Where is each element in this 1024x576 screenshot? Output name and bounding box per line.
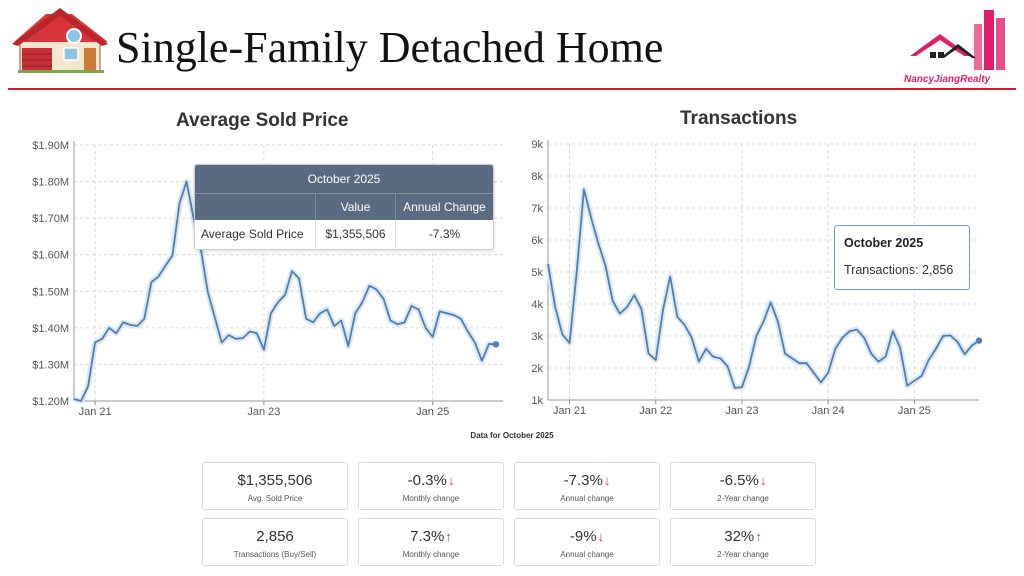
stat-card-price-monthly: -0.3%↓ Monthly change [358, 462, 504, 510]
stat-card-price-annual: -7.3%↓ Annual change [514, 462, 660, 510]
transactions-chart-title: Transactions [680, 108, 798, 129]
arrow-up-icon: ↑ [445, 529, 452, 544]
stat-value: 7.3%↑ [410, 528, 452, 545]
house-logo-icon [12, 8, 108, 73]
stat-card-transactions: 2,856 Transactions (Buy/Sell) [202, 518, 348, 566]
header-divider [8, 88, 1016, 90]
price-tooltip-header: October 2025 [195, 165, 493, 193]
arrow-down-icon: ↓ [447, 473, 455, 488]
trans-y-tick-label: 3k [531, 331, 543, 343]
price-y-tick-label: $1.40M [32, 323, 69, 335]
price-y-tick-label: $1.80M [32, 177, 69, 189]
page-header: Single-Family Detached Home NancyJiangRe… [0, 0, 1024, 92]
stat-card-avg-price: $1,355,506 Avg. Sold Price [202, 462, 348, 510]
stat-value: -7.3%↓ [563, 472, 611, 489]
trans-y-tick-label: 8k [531, 171, 543, 183]
data-period-label: Data for October 2025 [470, 431, 554, 440]
arrow-down-icon: ↓ [597, 529, 605, 544]
price-tooltip-col-change: Annual Change [403, 200, 486, 214]
stat-value: 32%↑ [724, 528, 762, 545]
trans-y-tick-label: 1k [531, 395, 543, 407]
arrow-up-icon: ↑ [755, 529, 762, 544]
stat-label: Avg. Sold Price [247, 494, 303, 503]
stat-card-trans-annual: -9%↓ Annual change [514, 518, 660, 566]
trans-x-tick-label: Jan 21 [553, 405, 586, 417]
stat-label: Transactions (Buy/Sell) [233, 550, 317, 559]
stat-value: -0.3%↓ [407, 472, 455, 489]
price-x-tick-label: Jan 23 [247, 406, 280, 418]
page-title: Single-Family Detached Home [116, 23, 664, 72]
brand-name: NancyJiangRealty [904, 74, 991, 85]
stat-label: 2-Year change [717, 494, 769, 503]
trans-x-tick-label: Jan 23 [725, 405, 758, 417]
stat-label: 2-Year change [717, 550, 769, 559]
price-y-tick-label: $1.70M [32, 213, 69, 225]
stat-label: Annual change [560, 494, 614, 503]
price-tooltip-row-change: -7.3% [428, 227, 461, 241]
price-x-tick-label: Jan 21 [79, 406, 112, 418]
trans-x-tick-label: Jan 24 [812, 405, 845, 417]
stat-value: -6.5%↓ [719, 472, 767, 489]
trans-y-tick-label: 6k [531, 235, 543, 247]
price-tooltip-col-blank [195, 194, 316, 220]
price-last-point [492, 341, 500, 348]
price-y-tick-label: $1.60M [32, 250, 69, 262]
price-tooltip: October 2025 Value Annual Change Average… [194, 164, 494, 250]
trans-y-tick-label: 5k [531, 267, 543, 279]
trans-y-tick-label: 4k [531, 299, 543, 311]
trans-x-tick-label: Jan 25 [898, 405, 931, 417]
price-y-tick-label: $1.20M [32, 396, 69, 408]
trans-x-tick-label: Jan 22 [639, 405, 672, 417]
stat-label: Annual change [560, 550, 614, 559]
stat-card-price-2year: -6.5%↓ 2-Year change [670, 462, 816, 510]
transactions-tooltip-title: October 2025 [844, 236, 924, 250]
price-y-tick-label: $1.90M [32, 140, 69, 152]
price-tooltip-columns: Value Annual Change [195, 193, 493, 220]
stat-value: -9%↓ [569, 528, 605, 545]
price-tooltip-row-value: $1,355,506 [316, 220, 396, 248]
stat-label: Monthly change [402, 494, 460, 503]
price-y-tick-label: $1.50M [32, 286, 69, 298]
stat-value: 2,856 [256, 528, 294, 545]
stat-label: Monthly change [402, 550, 460, 559]
price-chart-title: Average Sold Price [176, 110, 349, 131]
transactions-tooltip-value: Transactions: 2,856 [844, 263, 954, 277]
stat-value: $1,355,506 [237, 472, 313, 489]
price-y-tick-label: $1.30M [32, 359, 69, 371]
transactions-tooltip: October 2025 Transactions: 2,856 [834, 225, 970, 290]
price-tooltip-row: Average Sold Price $1,355,506 -7.3% [195, 220, 493, 248]
stat-card-trans-2year: 32%↑ 2-Year change [670, 518, 816, 566]
trans-last-point [975, 337, 983, 344]
trans-y-tick-label: 7k [531, 203, 543, 215]
stat-card-trans-monthly: 7.3%↑ Monthly change [358, 518, 504, 566]
price-tooltip-row-label: Average Sold Price [195, 220, 316, 248]
arrow-down-icon: ↓ [759, 473, 767, 488]
trans-y-tick-label: 2k [531, 363, 543, 375]
brand-logo-icon [910, 10, 1005, 70]
arrow-down-icon: ↓ [603, 473, 611, 488]
price-tooltip-col-value: Value [316, 194, 396, 220]
trans-y-tick-label: 9k [531, 139, 543, 151]
price-x-tick-label: Jan 25 [416, 406, 449, 418]
